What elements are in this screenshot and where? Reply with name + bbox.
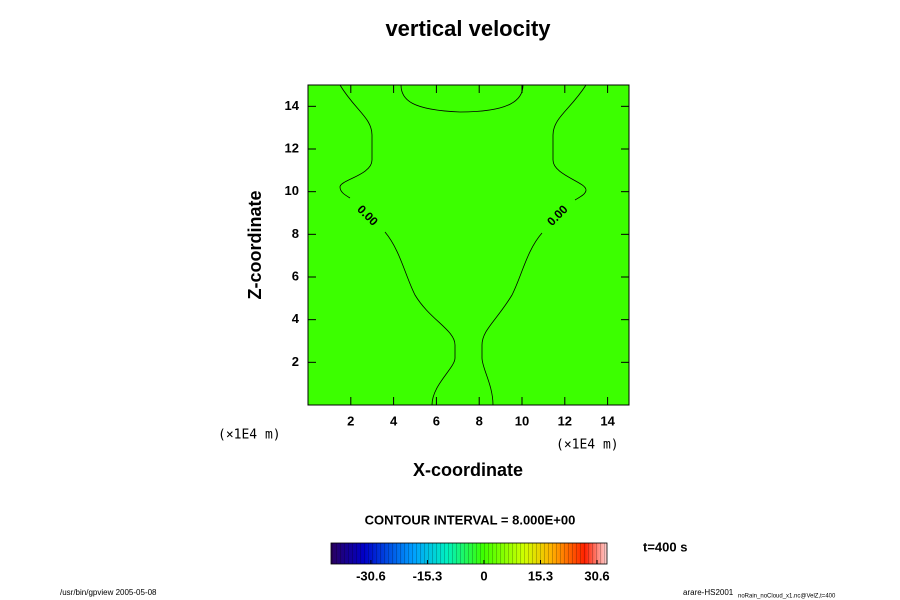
y-tick-label: 12 <box>285 140 299 155</box>
footer-right: arare-HS2001 <box>683 588 734 597</box>
field-fill <box>308 85 629 405</box>
contour-line <box>339 84 373 199</box>
contour-interval: CONTOUR INTERVAL = 8.000E+00 <box>365 512 576 527</box>
x-axis-label: X-coordinate <box>413 460 523 480</box>
x-tick-label: 6 <box>433 413 440 428</box>
x-tick-label: 14 <box>600 413 615 428</box>
x-unit: (×1E4 m) <box>218 428 281 443</box>
footer-left: /usr/bin/gpview 2005-05-08 <box>60 588 157 597</box>
y-axis-label: Z-coordinate <box>245 190 265 299</box>
y-tick-label: 6 <box>292 268 299 283</box>
colorbar-stripes <box>331 543 607 564</box>
colorbar-tick-label: -15.3 <box>413 568 443 583</box>
colorbar-tick-label: 0 <box>480 568 487 583</box>
footer-right-sub: noRain_noCloud_x1.nc@VelZ,t=400 <box>738 594 836 600</box>
colorbar-tick-label: 15.3 <box>528 568 553 583</box>
x-tick-label: 8 <box>476 413 483 428</box>
y-tick-label: 10 <box>285 183 299 198</box>
y-tick-label: 2 <box>292 354 299 369</box>
y-tick-label: 8 <box>292 226 299 241</box>
colorbar-tick-label: -30.6 <box>356 568 386 583</box>
x-tick-label: 4 <box>390 413 398 428</box>
contour-line <box>552 84 587 201</box>
chart-title: vertical velocity <box>385 16 551 41</box>
x-tick-label: 2 <box>347 413 354 428</box>
y-tick-label: 14 <box>285 98 300 113</box>
y-tick-label: 4 <box>292 311 300 326</box>
contour-line <box>384 231 456 406</box>
contour-line <box>481 232 543 406</box>
y-unit: (×1E4 m) <box>556 438 619 453</box>
x-tick-label: 12 <box>558 413 572 428</box>
x-tick-label: 10 <box>515 413 529 428</box>
plot-frame <box>307 84 630 406</box>
contour-line <box>400 84 524 113</box>
colorbar-tick-label: 30.6 <box>584 568 609 583</box>
time-label: t=400 s <box>643 539 687 554</box>
